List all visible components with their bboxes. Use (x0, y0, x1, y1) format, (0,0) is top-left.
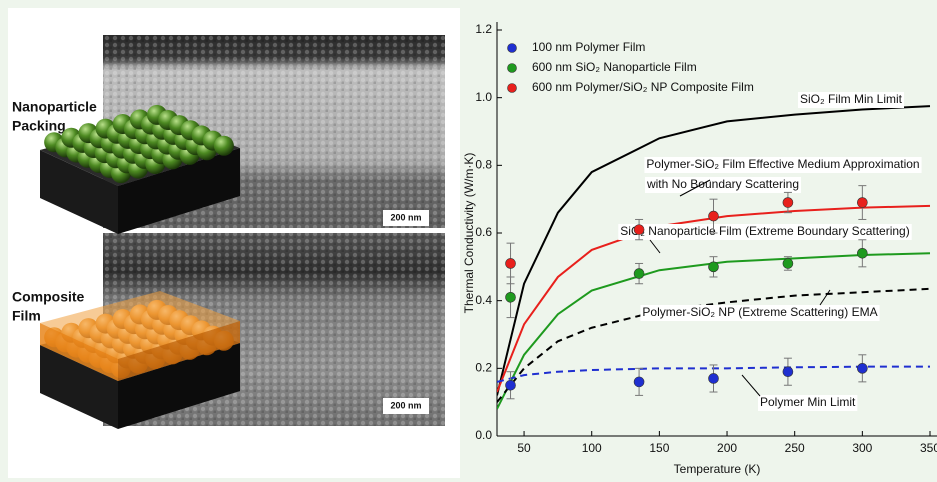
point (506, 380, 516, 390)
point (783, 367, 793, 377)
point (857, 248, 867, 258)
curve-label: SiO₂ Nanoparticle Film (Extreme Boundary… (620, 224, 909, 238)
point (857, 198, 867, 208)
curve-label: with No Boundary Scattering (646, 177, 799, 191)
legend-label: 600 nm Polymer/SiO₂ NP Composite Film (532, 80, 754, 94)
panel-label: Nanoparticle (12, 99, 97, 115)
x-tick-label: 50 (517, 441, 531, 455)
panel-label: Composite (12, 289, 85, 305)
y-tick-label: 1.0 (475, 90, 492, 104)
curve-label: Polymer Min Limit (760, 395, 856, 409)
point (634, 269, 644, 279)
y-axis-title: Thermal Conductivity (W/m·K) (462, 153, 476, 314)
point (506, 258, 516, 268)
leader (820, 290, 830, 305)
panel-label: Packing (12, 118, 66, 134)
x-tick-label: 200 (717, 441, 737, 455)
x-tick-label: 100 (582, 441, 602, 455)
point (634, 225, 644, 235)
leader (650, 240, 660, 253)
legend-label: 600 nm SiO₂ Nanoparticle Film (532, 60, 697, 74)
point (857, 363, 867, 373)
x-tick-label: 350 (920, 441, 937, 455)
y-tick-label: 1.2 (475, 22, 492, 36)
y-tick-label: 0.6 (475, 225, 492, 239)
x-axis-title: Temperature (K) (674, 462, 761, 476)
y-tick-label: 0.0 (475, 428, 492, 442)
curve-label: Polymer-SiO₂ NP (Extreme Scattering) EMA (642, 305, 877, 319)
curve-label: Polymer-SiO₂ Film Effective Medium Appro… (646, 157, 919, 171)
page: {"panels": [ {"label_lines": ["Nanoparti… (0, 0, 937, 482)
x-tick-label: 150 (649, 441, 669, 455)
legend-marker (508, 84, 517, 93)
curve-label: SiO₂ Film Min Limit (800, 92, 903, 106)
legend-marker (508, 44, 517, 53)
point (634, 377, 644, 387)
y-tick-label: 0.2 (475, 361, 492, 375)
panel-label: Film (12, 308, 41, 324)
legend-marker (508, 64, 517, 73)
point (783, 258, 793, 268)
figure: Nanoparticle Packing 200 nm Composite Film 20… (0, 0, 937, 482)
x-tick-label: 250 (785, 441, 805, 455)
y-tick-label: 0.4 (475, 293, 492, 307)
point (506, 292, 516, 302)
particle (214, 136, 234, 156)
scale-bar-label: 200 nm (390, 212, 421, 222)
y-tick-label: 0.8 (475, 158, 492, 172)
point (709, 211, 719, 221)
x-tick-label: 300 (852, 441, 872, 455)
legend-label: 100 nm Polymer Film (532, 40, 645, 54)
scale-bar-label: 200 nm (390, 400, 421, 410)
chart: 0.0 0.2 0.4 0.6 0.8 1.0 1.2 50 100 150 200 250 300 35… (462, 22, 937, 476)
point (709, 262, 719, 272)
point (783, 198, 793, 208)
leader (742, 375, 760, 396)
point (709, 373, 719, 383)
